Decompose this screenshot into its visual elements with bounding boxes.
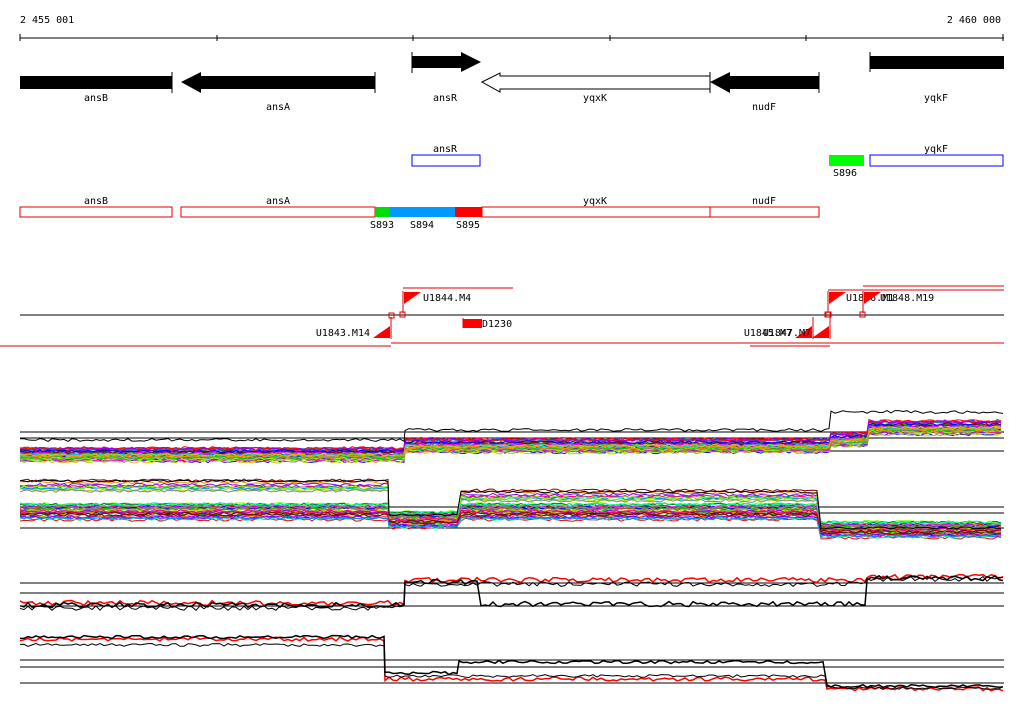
upshift-label: U1847.M7: [763, 328, 811, 339]
feature-ansA-reverse[interactable]: ansA: [180, 196, 376, 218]
ruler-start-label: 2 455 001: [20, 15, 74, 26]
gene-label: ansR: [433, 93, 458, 104]
transcript-track-forward: ansR S896 yqkF: [411, 144, 1004, 179]
profile-line: [19, 427, 1002, 459]
gene-label: ansA: [266, 102, 290, 113]
average-line-black: [19, 575, 1004, 611]
upshift-U1847-M7[interactable]: U1847.M7: [763, 311, 832, 339]
coordinate-ruler: 2 455 001 2 460 000: [19, 15, 1004, 41]
feature-label: S896: [833, 168, 857, 179]
feature-ansR-forward[interactable]: ansR: [411, 144, 481, 167]
feature-S895[interactable]: S895: [455, 207, 482, 231]
upshift-label: U1845.M7: [744, 328, 792, 339]
feature-label: S895: [456, 220, 480, 231]
feature-label: yqxK: [583, 196, 607, 207]
profile-line: [19, 516, 1002, 539]
gene-label: yqxK: [583, 93, 607, 104]
gene-label: yqkF: [924, 93, 948, 104]
profile-line: [19, 502, 1002, 525]
expression-panel-reverse-average: [19, 634, 1004, 692]
gene-nudF[interactable]: nudF: [710, 72, 820, 113]
feature-label: S893: [370, 220, 394, 231]
transcript-track-reverse: ansB ansA S893 S894 S895 yqxK nudF: [19, 196, 820, 231]
upshift-label: U1844.M4: [423, 293, 471, 304]
gene-ansA[interactable]: ansA: [181, 72, 376, 113]
profile-line: [19, 502, 1002, 525]
profile-line: [19, 511, 1002, 534]
profile-line: [19, 512, 1002, 535]
profile-line: [19, 509, 1002, 532]
upshift-label: U1843.M14: [316, 328, 370, 339]
average-line-black: [20, 634, 1004, 689]
profile-line: [19, 419, 1002, 451]
feature-S896[interactable]: S896: [829, 155, 864, 179]
feature-label: ansB: [84, 196, 108, 207]
average-line-red: [19, 573, 1004, 607]
profile-line: [19, 515, 1002, 538]
feature-ansB-reverse[interactable]: ansB: [19, 196, 173, 218]
feature-label: ansA: [266, 196, 290, 207]
expression-panel-forward-average: [19, 573, 1004, 611]
profile-line: [19, 516, 1002, 539]
gene-ansR[interactable]: ansR: [411, 52, 481, 104]
upshift-U1843-M14[interactable]: U1843.M14: [316, 312, 395, 339]
feature-label: ansR: [433, 144, 458, 155]
upshift-U1845-M7[interactable]: U1845.M7: [744, 317, 814, 339]
upshift-track: U1844.M4 U1846.M1 U1848.M19 D1230 U1843.…: [0, 285, 1004, 347]
feature-label: S894: [410, 220, 434, 231]
gene-track: ansB ansA ansR yqxK nudF yqkF: [20, 52, 1004, 113]
upshift-label: U1848.M19: [880, 293, 934, 304]
expression-panel-reverse-tiling: [19, 478, 1004, 540]
gene-label: nudF: [752, 102, 776, 113]
profile-line: [19, 505, 1002, 528]
profile-line: [20, 410, 1004, 443]
profile-line: [19, 422, 1002, 454]
average-line-black: [19, 574, 1004, 609]
downshift-label: D1230: [482, 319, 512, 330]
profile-line: [19, 425, 1001, 457]
feature-yqxK-reverse[interactable]: yqxK: [481, 196, 711, 218]
profile-line: [19, 424, 1002, 456]
expression-panel-forward-tiling: [19, 410, 1004, 464]
feature-nudF-reverse[interactable]: nudF: [709, 196, 820, 218]
gene-yqkF[interactable]: yqkF: [869, 52, 1004, 104]
feature-yqkF-forward[interactable]: yqkF: [869, 144, 1004, 167]
gene-yqxK[interactable]: yqxK: [480, 72, 711, 104]
upshift-U1848-M19[interactable]: U1848.M19: [859, 291, 934, 318]
ruler-end-label: 2 460 000: [947, 15, 1001, 26]
gene-label: ansB: [84, 93, 108, 104]
feature-label: nudF: [752, 196, 776, 207]
gene-ansB[interactable]: ansB: [20, 72, 173, 104]
average-line-black: [19, 642, 1004, 690]
feature-S893[interactable]: S893: [370, 207, 394, 231]
feature-S894[interactable]: S894: [390, 207, 455, 231]
profile-line: [19, 479, 1002, 530]
upshift-U1844-M4[interactable]: U1844.M4: [399, 291, 471, 318]
downshift-D1230[interactable]: D1230: [462, 318, 512, 330]
feature-label: yqkF: [924, 144, 948, 155]
